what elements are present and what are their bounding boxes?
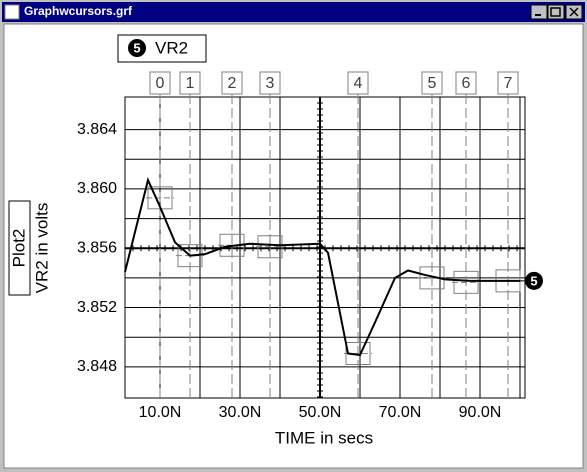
x-axis-label: TIME in secs [275,428,373,447]
cursor-tag [421,71,443,95]
plot-label: Plot2 [9,229,28,268]
cursor-box [177,244,203,268]
y-tick-label: 3.860 [77,180,117,197]
title-bar [2,2,585,22]
cursor-label: 0 [156,75,165,92]
legend-marker-label: 5 [133,40,140,55]
y-tick-label: 3.864 [77,121,117,138]
y-axis-label: VR2 in volts [32,203,51,294]
trace-marker [525,271,543,290]
cursor-tag [259,71,281,95]
close-icon [569,7,579,17]
window-buttons [530,4,583,20]
plot-label-box [8,200,31,296]
cursor-label: 4 [354,75,363,92]
x-tick-label: 10.0N [139,404,182,421]
cursor-label: 1 [186,75,195,92]
y-label-group: Plot2 VR2 in volts [8,200,51,296]
legend-box [117,34,207,63]
cursor-label: 3 [266,75,275,92]
minimize-button[interactable] [530,4,548,20]
cursor-label: 5 [428,75,437,92]
cursor-box [419,266,445,290]
legend-marker [128,39,146,57]
cursor-tag [455,71,477,95]
trace-marker-label: 5 [530,273,537,288]
cursor-tag [179,71,201,95]
line [124,176,520,357]
legend-label: VR2 [155,38,188,57]
cursor-tag [149,71,171,95]
cursor-tag [347,71,369,95]
cursor-box [257,235,283,259]
cursor-label: 2 [228,75,237,92]
maximize-icon [550,7,561,17]
cursor-label: 7 [504,75,513,92]
y-tick-label: 3.852 [77,299,117,316]
cursor-box [345,342,371,366]
x-tick-label: 90.0N [459,404,502,421]
x-tick-label: 30.0N [219,404,262,421]
x-tick-label: 50.0N [299,404,342,421]
cursor-tag [497,71,519,95]
y-tick-label: 3.848 [77,358,117,375]
cursor-box [453,270,479,294]
window-title: Graphwcursors.grf [24,4,133,18]
cursor-label: 6 [462,75,471,92]
x-tick-label: 70.0N [379,404,422,421]
y-tick-label: 3.856 [77,239,117,256]
app-icon [4,4,20,20]
cursor-tag [221,71,243,95]
